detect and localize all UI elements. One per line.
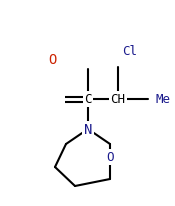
Text: Me: Me	[155, 93, 170, 106]
Text: Cl: Cl	[122, 45, 137, 58]
Text: O: O	[48, 53, 56, 67]
Text: C: C	[84, 93, 92, 106]
Text: N: N	[84, 122, 92, 136]
Text: O: O	[106, 151, 114, 164]
Text: CH: CH	[110, 93, 125, 106]
